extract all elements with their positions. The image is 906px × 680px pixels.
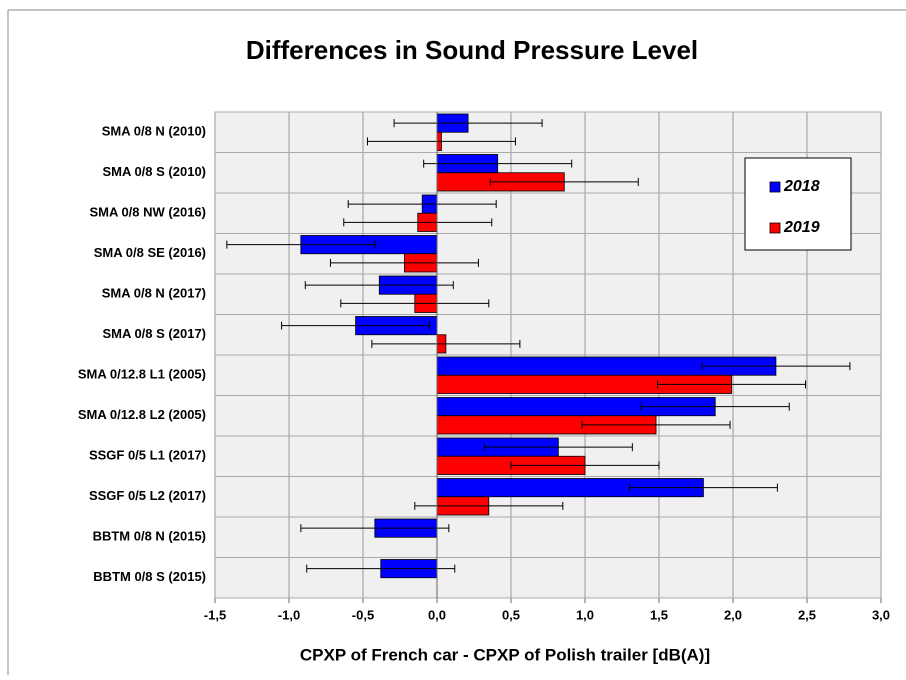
error-bar: [371, 339, 521, 348]
error-bar: [329, 258, 479, 267]
error-bar: [489, 177, 639, 186]
y-tick-label: SMA 0/8 S (2017): [102, 326, 206, 341]
x-tick-label: 1,5: [650, 607, 668, 622]
x-tick-label: 2,5: [798, 607, 816, 622]
error-bar: [300, 524, 450, 533]
legend-label: 2019: [783, 219, 820, 236]
y-tick-label: BBTM 0/8 N (2015): [93, 529, 206, 544]
error-bar: [581, 420, 731, 429]
x-tick-label: -1,0: [278, 607, 300, 622]
y-tick-label: SSGF 0/5 L2 (2017): [89, 488, 206, 503]
x-tick-label: 1,0: [576, 607, 594, 622]
error-bar: [281, 321, 431, 330]
x-tick-label: -0,5: [352, 607, 374, 622]
error-bar: [306, 564, 456, 573]
x-tick-label: 0,5: [502, 607, 520, 622]
y-tick-label: SMA 0/8 NW (2016): [89, 205, 206, 220]
y-tick-label: SMA 0/12.8 L2 (2005): [78, 407, 206, 422]
chart-title: Differences in Sound Pressure Level: [246, 35, 698, 65]
legend-box: [744, 157, 852, 251]
x-tick-label: 3,0: [872, 607, 890, 622]
x-tick-label: 0,0: [428, 607, 446, 622]
error-bar: [657, 380, 807, 389]
legend-swatch: [769, 181, 781, 193]
error-bar: [304, 281, 454, 290]
error-bar: [340, 299, 490, 308]
legend-label: 2018: [783, 178, 820, 195]
y-tick-label: SMA 0/8 SE (2016): [94, 245, 206, 260]
error-bar: [701, 362, 851, 371]
error-bar: [628, 483, 778, 492]
y-tick-label: SSGF 0/5 L1 (2017): [89, 448, 206, 463]
y-tick-label: SMA 0/8 N (2010): [102, 124, 206, 139]
error-bar: [343, 218, 493, 227]
error-bar: [393, 119, 543, 128]
x-axis-label: CPXP of French car - CPXP of Polish trai…: [300, 645, 710, 664]
y-tick-label: SMA 0/8 S (2010): [102, 164, 206, 179]
error-bar: [366, 137, 516, 146]
error-bar: [414, 501, 564, 510]
error-bar: [640, 402, 790, 411]
y-tick-label: BBTM 0/8 S (2015): [93, 569, 206, 584]
error-bar: [347, 200, 497, 209]
error-bar: [510, 461, 660, 470]
error-bar: [423, 159, 573, 168]
x-tick-label: 2,0: [724, 607, 742, 622]
error-bar: [226, 240, 376, 249]
y-tick-label: SMA 0/12.8 L1 (2005): [78, 367, 206, 382]
legend-swatch: [769, 222, 781, 234]
x-tick-label: -1,5: [204, 607, 226, 622]
y-tick-label: SMA 0/8 N (2017): [102, 286, 206, 301]
error-bar: [483, 443, 633, 452]
